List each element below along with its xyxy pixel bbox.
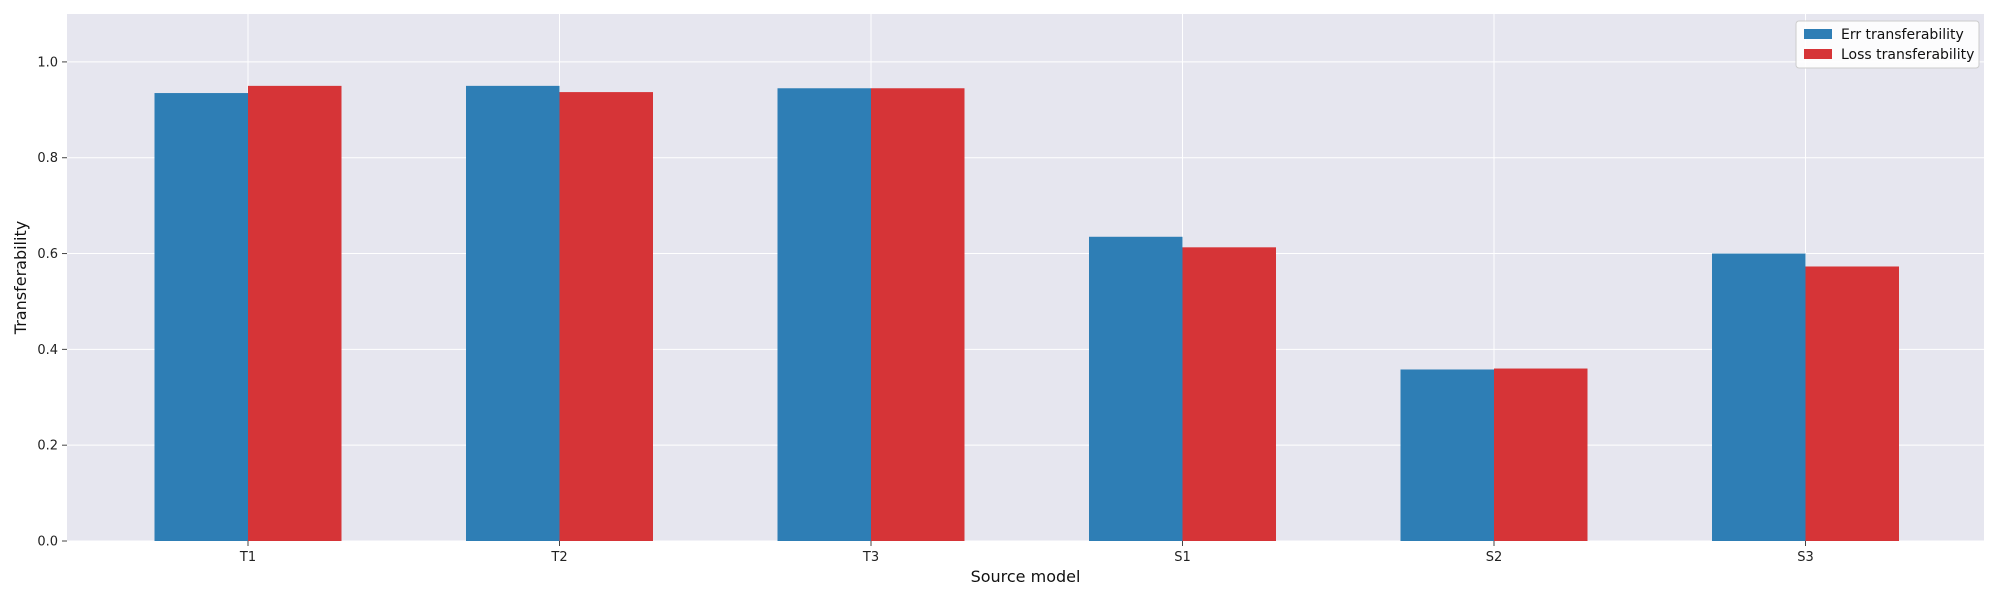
bar-err-t1 xyxy=(154,93,248,542)
y-tick-label: 0.4 xyxy=(37,343,58,358)
y-tick-label: 1.0 xyxy=(37,55,58,70)
bar-err-s1 xyxy=(1089,236,1183,541)
y-tick-label: 0.0 xyxy=(37,535,58,550)
y-axis-label: Transferability xyxy=(11,221,30,335)
x-tick-label-s3: S3 xyxy=(1797,550,1814,565)
legend-swatch-loss xyxy=(1804,49,1832,59)
bar-loss-t2 xyxy=(559,92,653,541)
y-tick-label: 0.6 xyxy=(37,247,58,262)
bar-loss-s1 xyxy=(1182,247,1276,542)
bars xyxy=(154,85,1899,542)
bar-loss-t1 xyxy=(248,85,342,541)
x-tick-label-t3: T3 xyxy=(862,550,879,565)
bar-err-t3 xyxy=(777,88,871,541)
legend-box xyxy=(1795,20,1980,69)
plot-background xyxy=(67,14,1984,541)
bar-err-s2 xyxy=(1400,369,1494,541)
bar-err-t2 xyxy=(466,85,560,541)
x-tick-label-t1: T1 xyxy=(239,550,256,565)
bar-loss-t3 xyxy=(871,88,965,541)
legend-swatch-err xyxy=(1804,29,1832,39)
y-tick-label: 0.8 xyxy=(37,151,58,166)
y-tick-label: 0.2 xyxy=(37,439,58,454)
x-tick-label-s2: S2 xyxy=(1486,550,1503,565)
grid-lines xyxy=(67,14,1984,542)
x-tick-label-s1: S1 xyxy=(1174,550,1191,565)
legend-label-loss: Loss transferability xyxy=(1841,47,1974,63)
x-tick-label-t2: T2 xyxy=(550,550,567,565)
bar-loss-s2 xyxy=(1494,368,1588,541)
bar-loss-s3 xyxy=(1805,266,1899,541)
bar-err-s3 xyxy=(1712,253,1806,541)
legend: Err transferability Loss transferability xyxy=(1795,20,1980,69)
axis-ticks: 0.0 0.2 0.4 0.6 0.8 1.0 T1 T2 T3 S1 S2 S3 xyxy=(37,55,1813,565)
x-axis-label: Source model xyxy=(971,567,1081,586)
legend-label-err: Err transferability xyxy=(1841,27,1964,43)
